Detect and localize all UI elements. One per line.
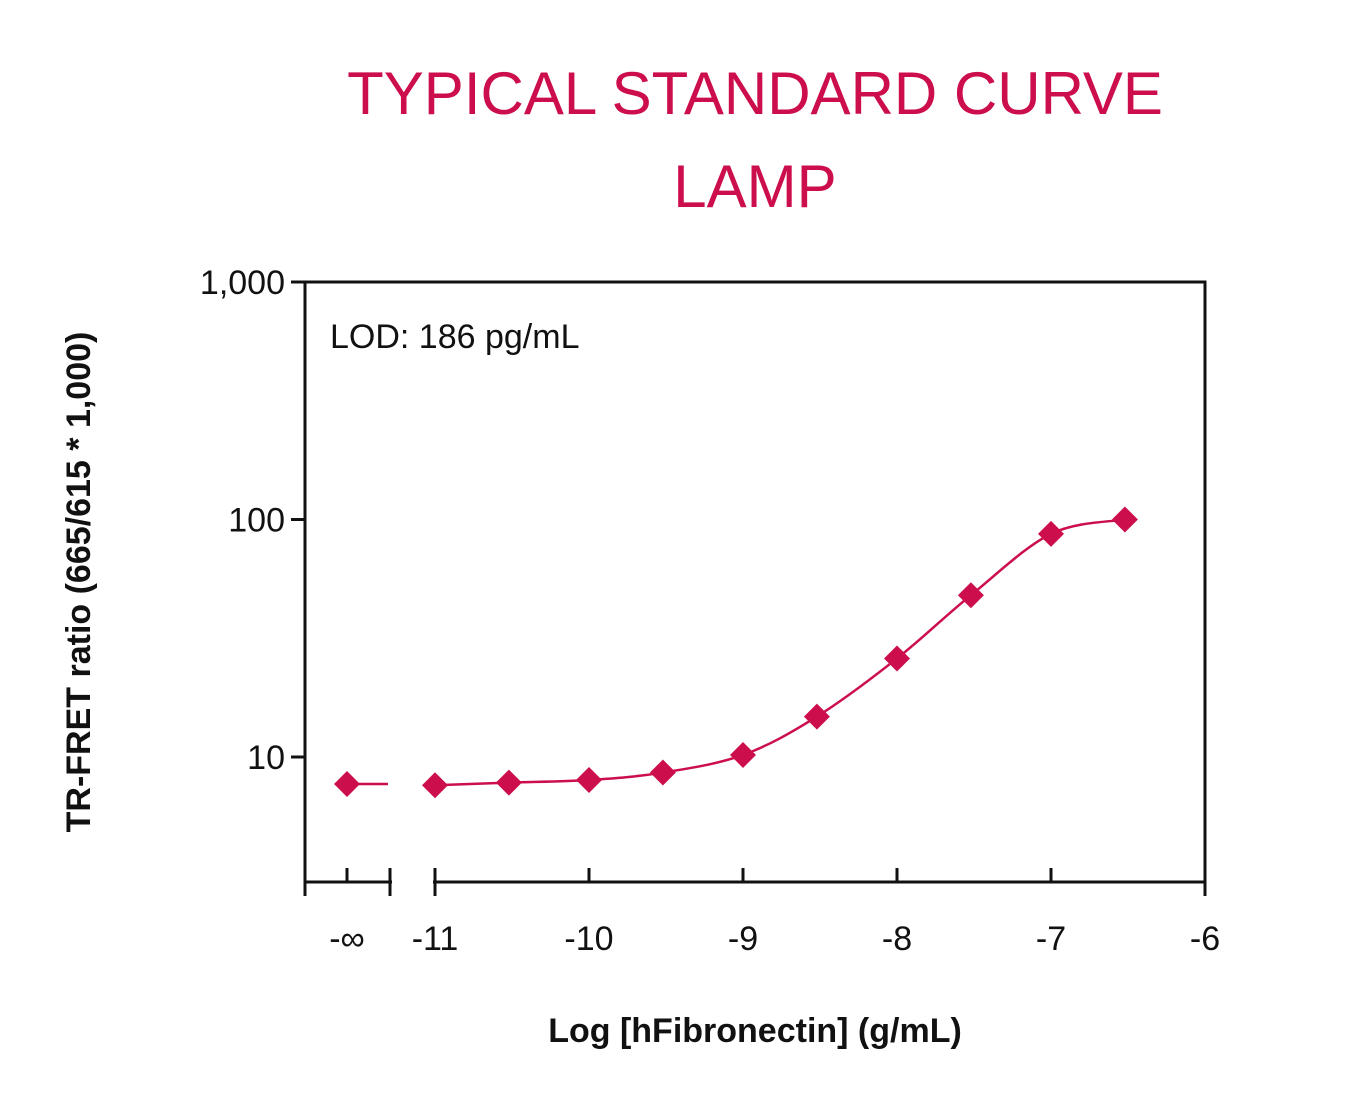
axis-break-gap (392, 879, 433, 887)
x-tick-label: -9 (728, 920, 758, 958)
fitted-curve-layer (347, 518, 1126, 787)
x-tick-label: -6 (1190, 920, 1220, 958)
y-axis-ticks: 10 100 1,000 (200, 264, 305, 777)
data-point-marker (803, 703, 830, 730)
x-tick-label: -7 (1036, 920, 1066, 958)
data-point-marker (495, 769, 522, 796)
chart-title-line-2: LAMP (673, 153, 836, 220)
data-point-marker (884, 645, 910, 672)
chart-title-line-1: TYPICAL STANDARD CURVE (347, 60, 1163, 127)
x-axis-title: Log [hFibronectin] (g/mL) (548, 1012, 962, 1050)
data-point-marker (649, 759, 676, 786)
data-point-marker (1111, 506, 1138, 533)
data-point-marker (1038, 520, 1064, 547)
data-point-marker (730, 741, 756, 768)
fitted-curve (434, 518, 1126, 787)
x-tick-label: -10 (564, 920, 613, 958)
lod-annotation: LOD: 186 pg/mL (330, 318, 579, 356)
data-point-marker (422, 772, 448, 799)
data-point-marker (334, 770, 360, 797)
x-tick-label: -11 (412, 920, 459, 958)
plot-frame (303, 280, 1207, 884)
data-point-layer (334, 506, 1138, 799)
y-tick-label: 10 (247, 739, 285, 777)
x-tick-label: -8 (882, 920, 912, 958)
data-point-marker (957, 582, 984, 609)
y-tick-label: 1,000 (200, 264, 285, 302)
y-tick-label: 100 (228, 502, 285, 540)
x-axis-ticks: -∞ -11 -10 -9 -8 -7 -6 (303, 868, 1220, 958)
data-point-marker (576, 767, 602, 794)
x-tick-label: -∞ (329, 920, 365, 958)
y-axis-title: TR-FRET ratio (665/615 * 1,000) (60, 332, 98, 833)
